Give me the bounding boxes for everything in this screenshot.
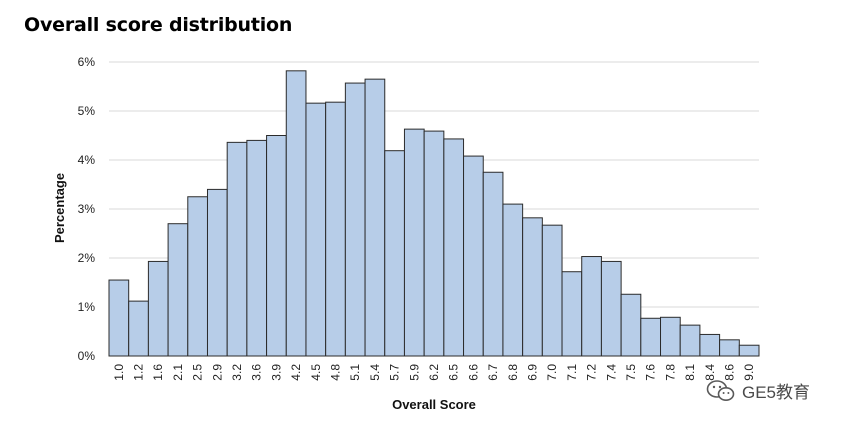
watermark-text: GE5教育 bbox=[742, 383, 811, 402]
x-tick-label: 2.9 bbox=[210, 364, 224, 381]
x-tick-label: 7.2 bbox=[585, 364, 599, 381]
bar bbox=[502, 203, 524, 357]
x-tick-label: 9.0 bbox=[742, 364, 756, 381]
x-tick-label: 7.8 bbox=[663, 364, 677, 381]
bar bbox=[463, 155, 484, 357]
y-ticks: 0% 1% 2% 3% 4% 5% 6% bbox=[78, 55, 96, 363]
x-tick-label: 5.1 bbox=[348, 364, 362, 381]
x-tick-label: 6.6 bbox=[466, 364, 480, 381]
bar bbox=[640, 317, 662, 357]
x-tick-label: 1.0 bbox=[112, 364, 126, 381]
x-tick-label: 8.6 bbox=[722, 364, 736, 381]
y-tick-label: 1% bbox=[78, 300, 96, 314]
bar bbox=[561, 271, 583, 357]
x-tick-label: 6.5 bbox=[447, 364, 461, 381]
bar bbox=[108, 279, 130, 357]
bar bbox=[660, 316, 681, 357]
bar bbox=[522, 217, 543, 357]
x-tick-label: 4.2 bbox=[289, 364, 303, 381]
x-ticks: 1.0 1.2 1.6 2.1 2.5 2.9 3.2 3.6 3.9 4.2 4.5 4.8 5.1 5… bbox=[112, 364, 756, 381]
x-tick-label: 6.9 bbox=[525, 364, 539, 381]
watermark: GE5教育 bbox=[706, 378, 810, 403]
bar bbox=[738, 344, 760, 357]
x-tick-label: 3.2 bbox=[230, 364, 244, 381]
bar bbox=[699, 333, 721, 357]
bar bbox=[364, 78, 386, 357]
x-axis-title: Overall Score bbox=[392, 397, 476, 412]
bar bbox=[206, 188, 228, 357]
bar bbox=[167, 223, 189, 357]
bar bbox=[344, 82, 366, 357]
x-tick-label: 2.1 bbox=[171, 364, 185, 381]
bar bbox=[403, 128, 425, 357]
bar bbox=[482, 171, 504, 357]
y-tick-label: 3% bbox=[78, 202, 96, 216]
bar bbox=[285, 70, 307, 357]
x-tick-label: 6.2 bbox=[427, 364, 441, 381]
bar bbox=[128, 300, 149, 357]
bar bbox=[443, 138, 465, 357]
bar bbox=[719, 339, 740, 357]
y-tick-label: 6% bbox=[78, 55, 96, 69]
bar bbox=[266, 135, 287, 357]
bar bbox=[600, 260, 622, 357]
bar bbox=[226, 141, 248, 357]
x-tick-label: 3.9 bbox=[269, 364, 283, 381]
bar bbox=[246, 139, 268, 357]
x-tick-label: 7.0 bbox=[545, 364, 559, 381]
y-tick-label: 4% bbox=[78, 153, 96, 167]
y-tick-label: 5% bbox=[78, 104, 96, 118]
bar bbox=[187, 196, 208, 357]
x-tick-label: 5.9 bbox=[407, 364, 421, 381]
wechat-icon bbox=[706, 379, 735, 401]
x-tick-label: 7.4 bbox=[604, 364, 618, 381]
bar bbox=[325, 101, 346, 357]
x-tick-label: 4.8 bbox=[329, 364, 343, 381]
bar bbox=[679, 324, 701, 357]
bar bbox=[423, 130, 445, 357]
y-tick-label: 0% bbox=[78, 349, 96, 363]
bar bbox=[620, 293, 642, 357]
bar bbox=[147, 260, 169, 357]
x-tick-label: 1.2 bbox=[132, 364, 146, 381]
x-tick-label: 7.6 bbox=[644, 364, 658, 381]
x-tick-label: 8.1 bbox=[683, 364, 697, 381]
x-tick-label: 3.6 bbox=[250, 364, 264, 381]
x-tick-label: 4.5 bbox=[309, 364, 323, 381]
x-tick-label: 1.6 bbox=[151, 364, 165, 381]
x-tick-label: 5.4 bbox=[368, 364, 382, 381]
x-tick-label: 6.8 bbox=[506, 364, 520, 381]
x-tick-label: 2.5 bbox=[191, 364, 205, 381]
x-tick-label: 5.7 bbox=[388, 364, 402, 381]
bar bbox=[541, 224, 563, 357]
y-tick-label: 2% bbox=[78, 251, 96, 265]
x-tick-label: 8.4 bbox=[703, 364, 717, 381]
bar bbox=[581, 256, 602, 357]
y-axis-title: Percentage bbox=[52, 173, 67, 243]
x-tick-label: 7.5 bbox=[624, 364, 638, 381]
x-tick-label: 7.1 bbox=[565, 364, 579, 381]
x-tick-label: 6.7 bbox=[486, 364, 500, 381]
chart-title: Overall score distribution bbox=[24, 14, 293, 36]
bars bbox=[108, 70, 760, 357]
bar bbox=[305, 102, 327, 357]
bar bbox=[384, 150, 405, 357]
